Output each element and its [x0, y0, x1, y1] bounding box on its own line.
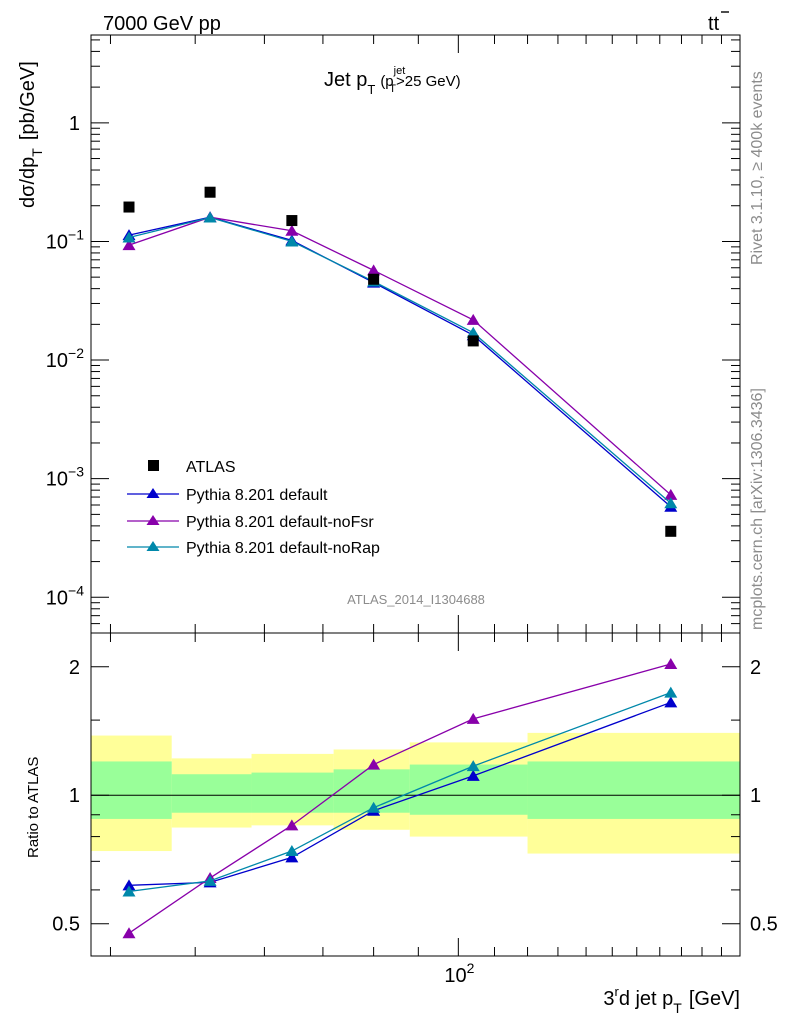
series-point-noRap: [466, 326, 480, 338]
y-tick-label: 10−4: [46, 582, 84, 609]
atlas-data-point: [286, 215, 298, 227]
mcplots-reference-label: mcplots.cern.ch [arXiv:1306.3436]: [749, 388, 766, 630]
ratio-point-noRap: [664, 686, 678, 698]
ratio-y-axis-label: Ratio to ATLAS: [25, 757, 42, 858]
analysis-id-label: ATLAS_2014_I1304688: [347, 592, 485, 607]
atlas-data-point: [467, 335, 479, 347]
ratio-point-noFsr: [664, 658, 678, 670]
ratio-axis-ticks: 2 2 1 1 0.5 0.5 102: [52, 633, 778, 987]
ratio-y-tick-label-left: 0.5: [52, 914, 80, 936]
ratio-line-noRap: [128, 691, 672, 893]
series-line-noFsr: [128, 216, 672, 496]
legend-marker-norap: [146, 541, 160, 551]
x-tick-label: 102: [444, 960, 474, 987]
atlas-data-point: [665, 525, 677, 537]
main-title: Jet pT (pjet T>25 GeV): [324, 65, 461, 97]
ratio-point-default: [122, 879, 136, 891]
series-point-noRap: [285, 235, 299, 247]
y-tick-label: 1: [69, 113, 80, 135]
rivet-version-label: Rivet 3.1.10, ≥ 400k events: [749, 71, 766, 265]
legend-label-nofsr: Pythia 8.201 default-noFsr: [186, 514, 374, 531]
ratio-point-noRap: [285, 845, 299, 857]
series-point-noFsr: [122, 239, 136, 251]
ratio-point-noRap: [122, 885, 136, 897]
y-tick-label: 10−2: [46, 345, 84, 372]
legend-marker-default: [146, 488, 160, 498]
legend-label-atlas: ATLAS: [186, 459, 236, 476]
legend-marker-nofsr: [146, 515, 160, 525]
ratio-y-tick-label-left: 1: [69, 785, 80, 807]
ratio-panel: 2 2 1 1 0.5 0.5 102 Ratio to ATLAS 3rd jet pT[…: [25, 632, 778, 1016]
x-axis-label: 3rd jet pT [GeV]: [603, 984, 740, 1016]
ratio-panel-frame: [90, 632, 741, 957]
ratio-point-noRap: [466, 760, 480, 772]
ratio-uncertainty-bands: [91, 732, 740, 854]
ratio-point-noFsr: [122, 927, 136, 939]
series-point-noRap: [122, 231, 136, 243]
legend-label-default: Pythia 8.201 default: [186, 487, 328, 504]
ratio-y-tick-label-right: 1: [750, 785, 761, 807]
atlas-data-point: [123, 201, 135, 213]
legend: ATLAS Pythia 8.201 default Pythia 8.201 …: [127, 459, 380, 557]
series-point-noFsr: [466, 313, 480, 325]
ratio-y-tick-label-right: 0.5: [750, 914, 778, 936]
y-tick-label: 10−3: [46, 464, 84, 491]
series-line-noRap: [128, 216, 672, 504]
y-tick-label: 10−1: [46, 226, 84, 253]
ratio-point-noFsr: [466, 712, 480, 724]
ratio-point-noFsr: [285, 819, 299, 831]
ratio-band-inner: [91, 761, 172, 819]
main-data-markers: [123, 186, 677, 537]
series-point-noFsr: [285, 224, 299, 236]
ratio-point-noFsr: [367, 758, 381, 770]
main-panel: 1 10−1 10−2 10−3 10−4 Jet pT (pjet T>25 GeV) d…: [17, 34, 741, 634]
main-axis-ticks: 1 10−1 10−2 10−3 10−4: [46, 35, 740, 634]
series-point-noFsr: [664, 488, 678, 500]
atlas-data-point: [368, 273, 380, 285]
legend-label-norap: Pythia 8.201 default-noRap: [186, 540, 380, 557]
ratio-point-default: [664, 696, 678, 708]
legend-marker-atlas: [148, 460, 159, 471]
series-point-noRap: [664, 497, 678, 509]
ratio-point-default: [285, 851, 299, 863]
ratio-y-tick-label-right: 2: [750, 657, 761, 679]
atlas-data-point: [204, 186, 216, 198]
ratio-band-inner: [527, 761, 740, 819]
series-point-noRap: [203, 211, 217, 223]
ratio-y-tick-label-left: 2: [69, 657, 80, 679]
ratio-series-group: [122, 658, 678, 939]
ratio-band-inner: [409, 764, 528, 815]
ratio-point-noRap: [203, 874, 217, 886]
ratio-point-noRap: [367, 801, 381, 813]
header-process-label: tt: [708, 13, 720, 35]
ratio-band-inner: [251, 772, 334, 813]
header-energy-label: 7000 GeV pp: [103, 13, 221, 35]
main-y-axis-label: dσ/dpT[pb/GeV]: [17, 61, 45, 208]
ratio-band-inner: [171, 774, 252, 813]
ratio-point-default: [466, 769, 480, 781]
ratio-line-noFsr: [128, 663, 671, 934]
series-point-noFsr: [367, 264, 381, 276]
